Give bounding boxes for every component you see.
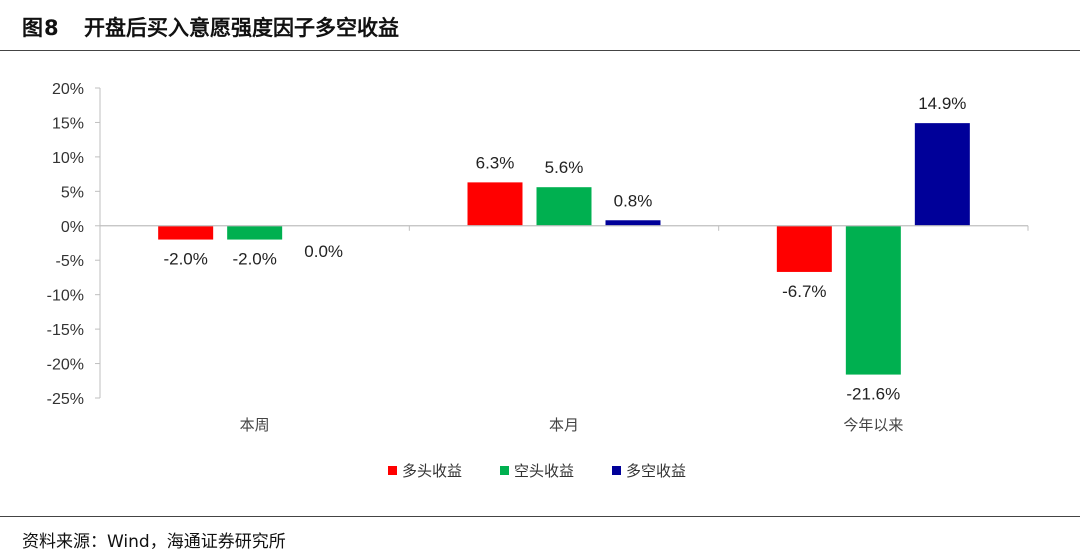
y-tick-label: -10% xyxy=(47,288,84,305)
chart-title: 开盘后买入意愿强度因子多空收益 xyxy=(84,16,399,40)
y-tick-label: 0% xyxy=(61,219,84,236)
legend-label: 多空收益 xyxy=(626,462,686,480)
data-label: -2.0% xyxy=(232,250,276,269)
bar-2-1 xyxy=(227,225,283,240)
data-label: 0.0% xyxy=(304,242,343,261)
legend-label: 空头收益 xyxy=(514,462,574,480)
x-axis: 本周 本月 今年以来 xyxy=(100,225,1029,434)
y-tick-label: -20% xyxy=(47,357,84,374)
data-label: 5.6% xyxy=(545,158,584,177)
value-labels: -2.0% -2.0% 0.0% 6.3% 5.6% 0.8% -6.7% -21.6% 14.… xyxy=(163,94,966,403)
data-label: 6.3% xyxy=(476,153,515,172)
bar-chart: 20%15%10%5%0%-5%-10%-15%-20%-25% -2.0% -2… xyxy=(47,81,1029,480)
y-axis: 20% 15% 10% 5% 0% -5% -10% -15% -20% -25% xyxy=(47,81,101,408)
bar-2-2 xyxy=(536,187,592,226)
bar-2-3 xyxy=(845,225,901,375)
legend: 多头收益 空头收益 多空收益 xyxy=(388,462,686,480)
x-category-label: 今年以来 xyxy=(843,416,903,434)
data-label: -2.0% xyxy=(163,250,207,269)
bar-1-2 xyxy=(467,182,523,226)
figure-header: 图8 开盘后买入意愿强度因子多空收益 xyxy=(0,0,1080,51)
y-tick-label: -5% xyxy=(56,253,84,270)
y-tick-label: -15% xyxy=(47,322,84,339)
figure-footer: 资料来源：Wind，海通证券研究所 xyxy=(0,516,1080,558)
data-label: 0.8% xyxy=(614,191,653,210)
y-tick-label: 20% xyxy=(52,81,84,98)
x-category-label: 本周 xyxy=(240,416,270,434)
bars xyxy=(158,123,970,375)
data-label: -6.7% xyxy=(782,282,826,301)
y-tick-label: 15% xyxy=(52,115,84,132)
figure-label: 图8 xyxy=(22,16,60,40)
source-note: 资料来源：Wind，海通证券研究所 xyxy=(22,532,286,552)
legend-label: 多头收益 xyxy=(402,462,462,480)
data-label: -21.6% xyxy=(846,385,900,404)
y-tick-label: -25% xyxy=(47,391,84,408)
bar-3-3 xyxy=(914,123,970,226)
legend-swatch xyxy=(612,466,621,475)
data-label: 14.9% xyxy=(918,94,966,113)
bar-1-3 xyxy=(776,225,832,272)
y-tick-label: 5% xyxy=(61,184,84,201)
y-tick-label: 10% xyxy=(52,150,84,167)
legend-swatch xyxy=(500,466,509,475)
bar-3-2 xyxy=(605,220,661,226)
x-category-label: 本月 xyxy=(549,416,579,434)
legend-swatch xyxy=(388,466,397,475)
bar-1-1 xyxy=(158,225,214,240)
